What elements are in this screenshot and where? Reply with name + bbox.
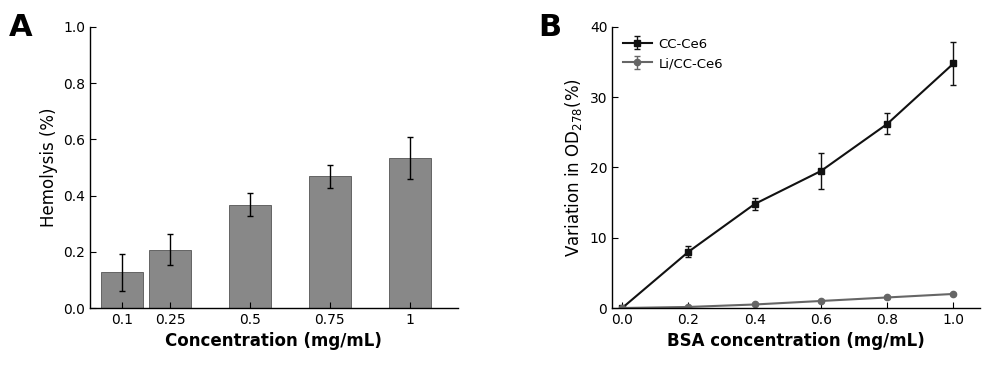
Y-axis label: Variation in OD$_{278}$(%): Variation in OD$_{278}$(%) <box>563 78 584 257</box>
Text: B: B <box>539 13 562 42</box>
Bar <box>309 176 351 308</box>
Legend: CC-Ce6, Li/CC-Ce6: CC-Ce6, Li/CC-Ce6 <box>619 33 727 74</box>
Bar <box>229 204 271 308</box>
X-axis label: Concentration (mg/mL): Concentration (mg/mL) <box>165 332 382 350</box>
X-axis label: BSA concentration (mg/mL): BSA concentration (mg/mL) <box>667 332 925 350</box>
Bar <box>149 249 191 308</box>
Bar <box>389 157 431 308</box>
Y-axis label: Hemolysis (%): Hemolysis (%) <box>40 108 58 227</box>
Bar <box>101 272 143 308</box>
Text: A: A <box>9 13 33 42</box>
